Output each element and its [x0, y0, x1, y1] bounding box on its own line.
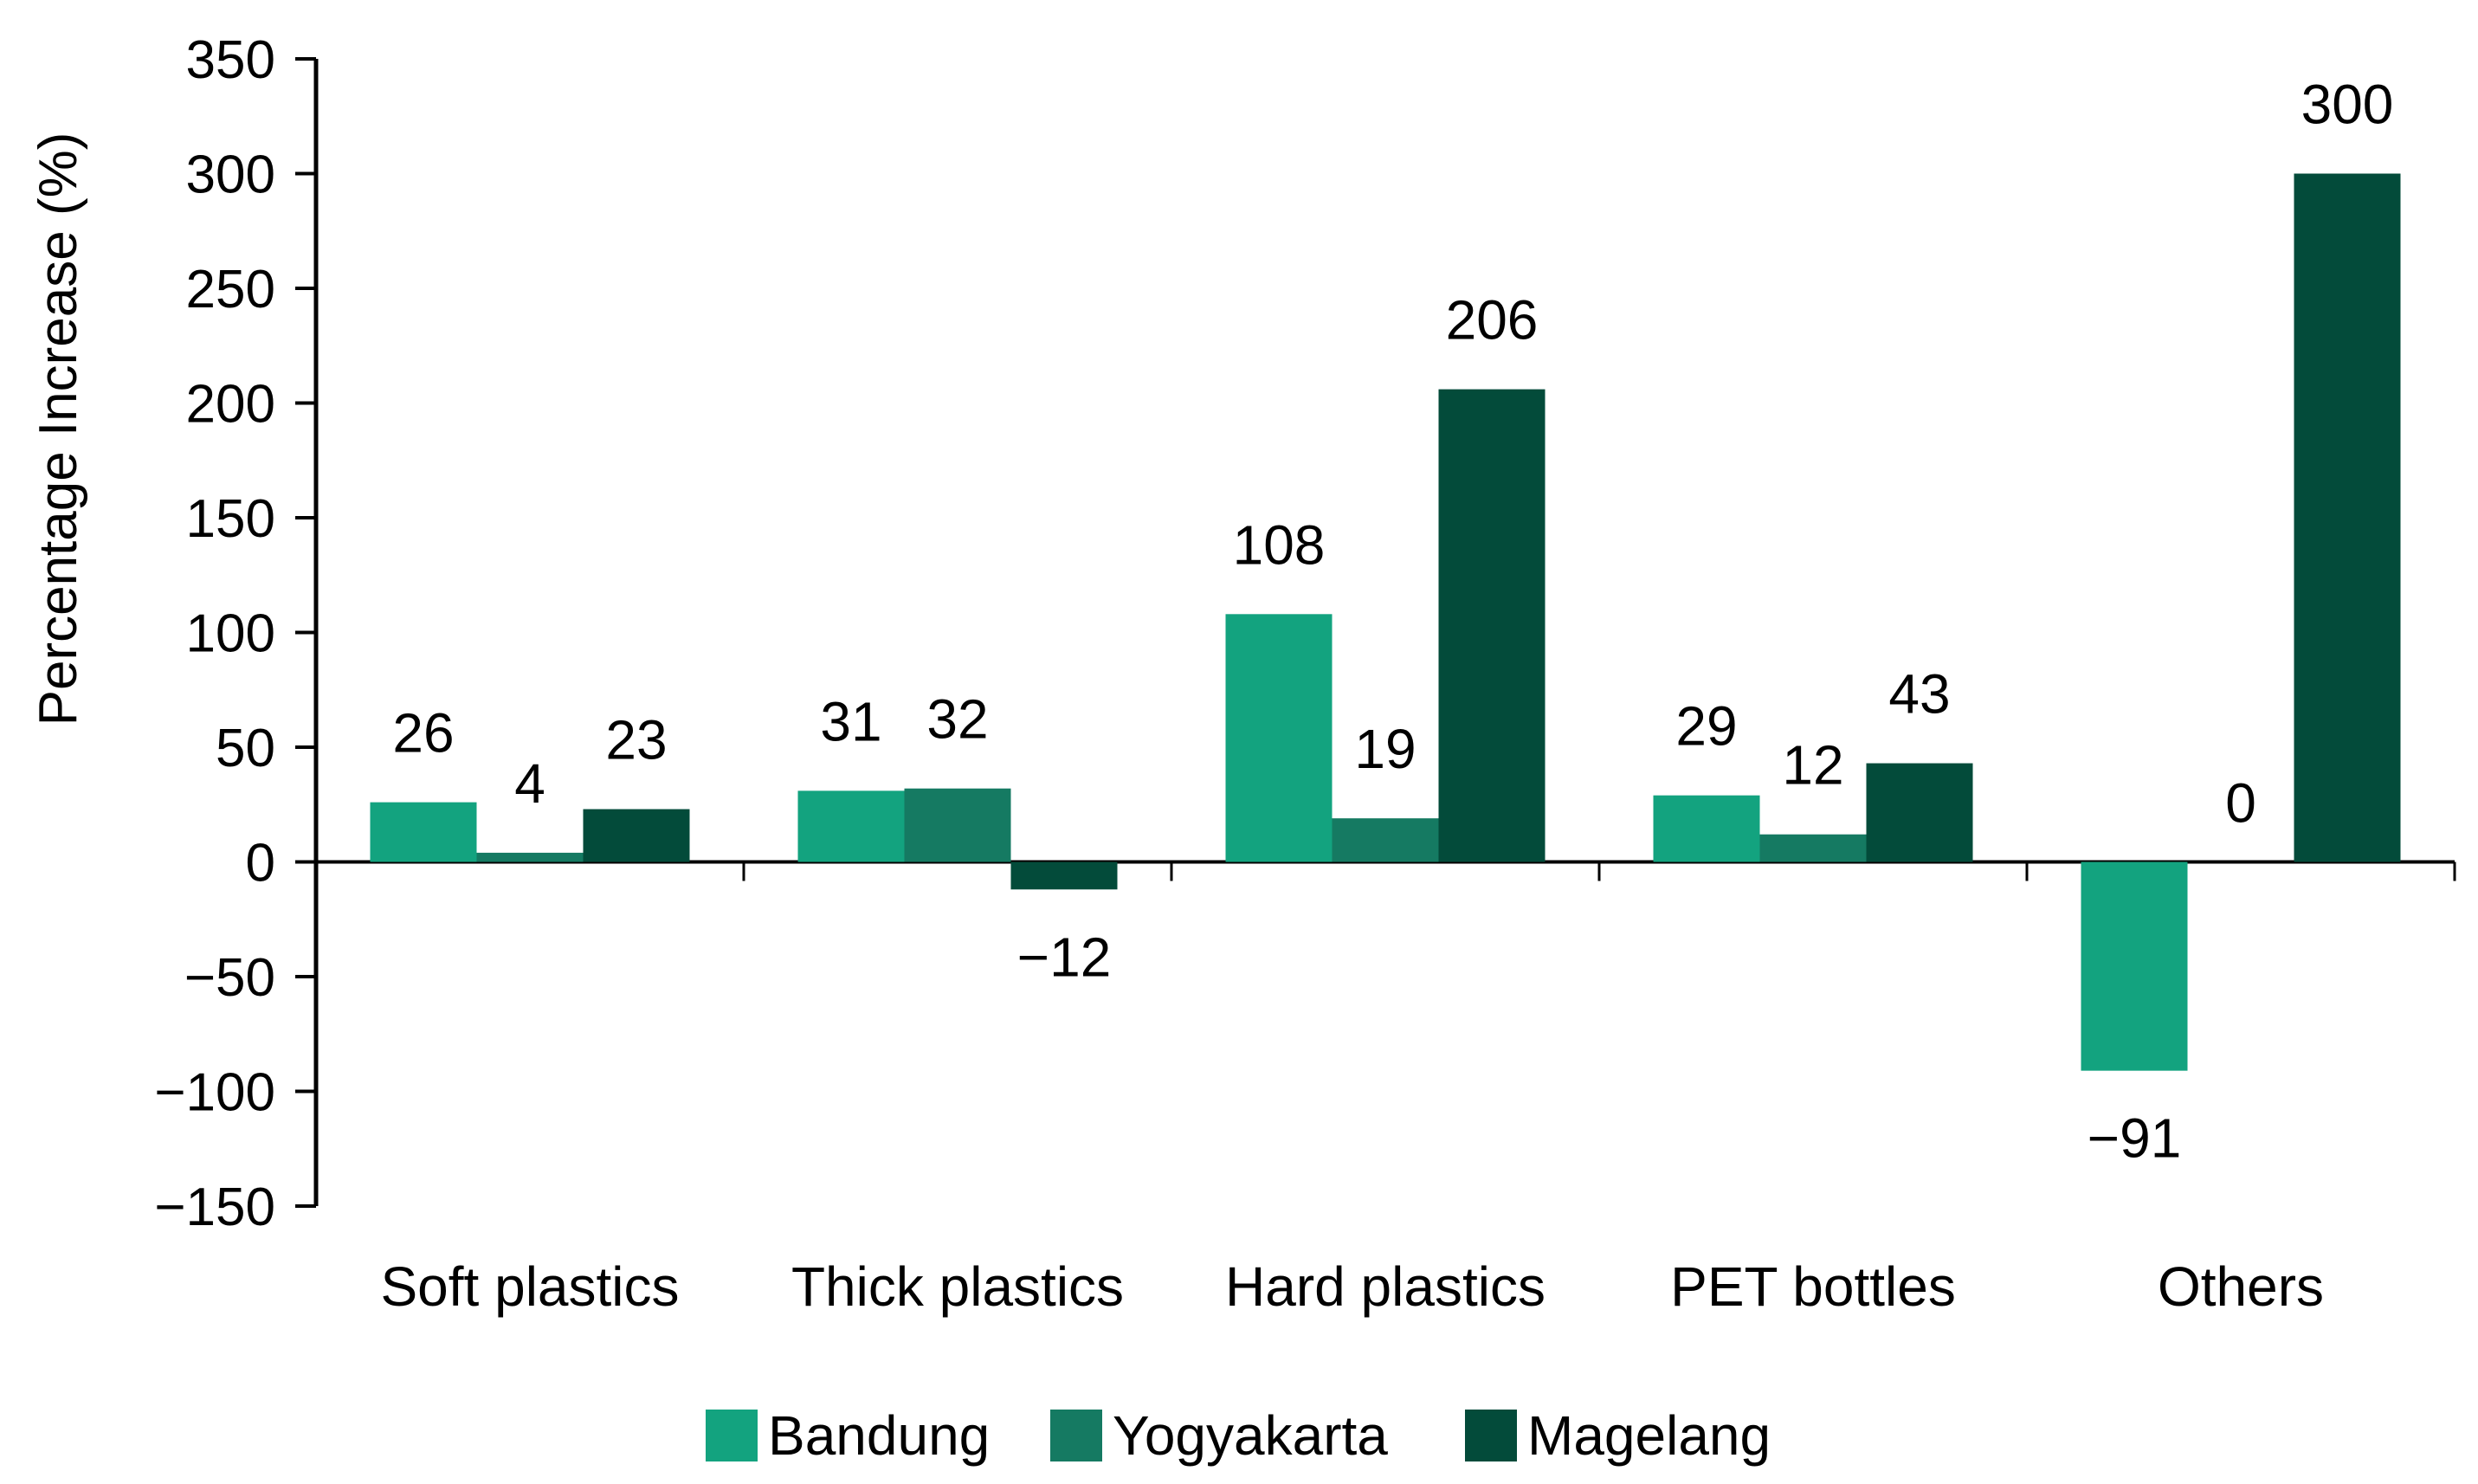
axis-layer: 350 300 250 200 150 100 50 0 −50 −100 −150 Soft pla… [154, 30, 2456, 1318]
x-category-label: PET bottles [1670, 1255, 1956, 1318]
x-category-label: Others [2158, 1255, 2324, 1318]
y-tick-label: 100 [186, 604, 275, 664]
y-tick-label: −100 [154, 1063, 275, 1123]
bar-bandung-3 [1653, 795, 1760, 862]
bar-magelang-1 [1010, 861, 1118, 890]
bar-magelang-2 [1438, 389, 1546, 862]
legend-label: Bandung [768, 1404, 990, 1467]
legend-swatch [1050, 1410, 1102, 1461]
bar-layer [370, 173, 2401, 1071]
x-category-label: Thick plastics [791, 1255, 1124, 1318]
data-label: 4 [514, 752, 545, 815]
label-layer: 26 31 108 29 −91 4 32 19 12 0 23 −12 206 43 300 [392, 74, 2393, 1170]
bar-magelang-0 [583, 809, 690, 862]
bar-yogyakarta-3 [1759, 834, 1867, 862]
data-label: 32 [926, 688, 988, 751]
data-label: 300 [2301, 74, 2394, 136]
y-tick-label: 0 [246, 834, 275, 894]
y-tick-label: 250 [186, 260, 275, 319]
bar-yogyakarta-2 [1332, 818, 1439, 862]
legend-label: Magelang [1527, 1404, 1771, 1467]
x-category-label: Hard plastics [1225, 1255, 1546, 1318]
bar-magelang-3 [1866, 763, 1973, 862]
y-tick-label: 50 [216, 719, 275, 778]
bar-yogyakarta-0 [476, 852, 584, 862]
data-label: 0 [2225, 772, 2256, 835]
y-tick-label: −50 [184, 948, 275, 1008]
bar-bandung-4 [2081, 861, 2188, 1071]
bar-magelang-4 [2294, 173, 2401, 862]
data-label: 43 [1888, 663, 1950, 726]
legend-label: Yogyakarta [1113, 1404, 1388, 1467]
bar-bandung-2 [1225, 614, 1333, 862]
y-axis-title: Percentage Increase (%) [29, 132, 88, 726]
bar-bandung-0 [370, 802, 477, 862]
y-tick-label: 200 [186, 375, 275, 435]
data-label: −91 [2088, 1107, 2182, 1170]
data-label: −12 [1017, 926, 1112, 988]
data-label: 19 [1354, 718, 1416, 780]
bar-bandung-1 [797, 790, 905, 862]
data-label: 108 [1233, 513, 1326, 576]
bar-yogyakarta-1 [904, 788, 1011, 862]
y-tick-label: 300 [186, 145, 275, 205]
data-label: 29 [1675, 695, 1737, 758]
legend-item-magelang: Magelang [1465, 1404, 1771, 1467]
legend: Bandung Yogyakarta Magelang [706, 1404, 1771, 1467]
data-label: 26 [392, 702, 454, 765]
y-tick-label: 350 [186, 30, 275, 90]
y-tick-label: −150 [154, 1178, 275, 1237]
y-tick-label: 150 [186, 489, 275, 549]
x-category-label: Soft plastics [380, 1255, 679, 1318]
legend-swatch [1465, 1410, 1517, 1461]
legend-swatch [706, 1410, 758, 1461]
data-label: 23 [605, 709, 667, 771]
legend-item-yogyakarta: Yogyakarta [1050, 1404, 1388, 1467]
data-label: 12 [1782, 734, 1843, 797]
legend-item-bandung: Bandung [706, 1404, 990, 1467]
data-label: 31 [820, 690, 881, 752]
data-label: 206 [1446, 289, 1539, 352]
